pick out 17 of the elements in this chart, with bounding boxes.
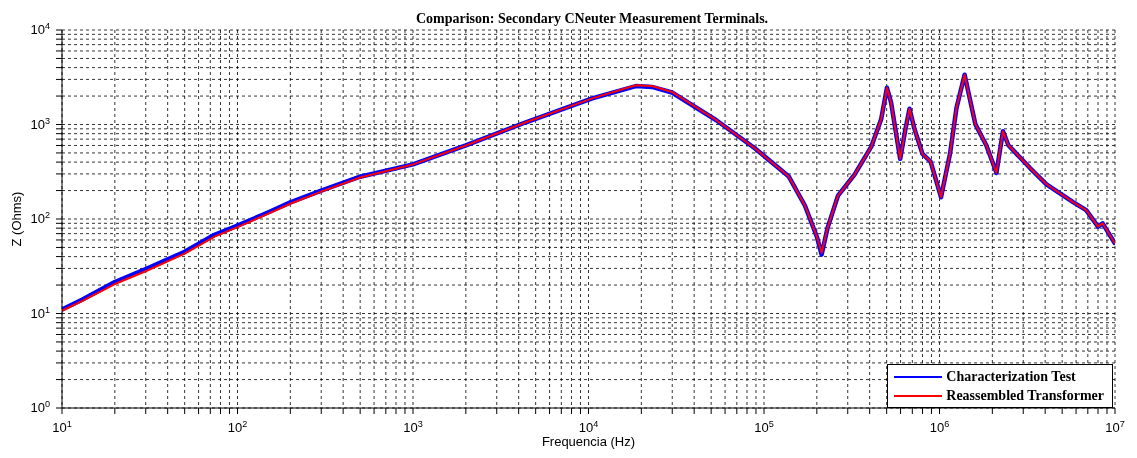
x-tick-label: 10$^{1}$ (52, 419, 72, 435)
x-tick-label: 10$^{7}$ (1105, 419, 1125, 435)
x-tick-label: 10$^{6}$ (929, 419, 950, 435)
x-tick-label: 10$^{5}$ (754, 419, 774, 435)
y-axis-title: Z (Ohms) (8, 191, 24, 247)
x-tick-label: 10$^{4}$ (578, 419, 599, 435)
y-tick-label: 10$^{2}$ (30, 210, 50, 226)
y-tick-label: 10$^{3}$ (30, 115, 50, 132)
y-tick-label: 10$^{1}$ (30, 304, 50, 321)
x-tick-label: 10$^{3}$ (403, 419, 423, 435)
y-tick-label: 10$^{4}$ (30, 21, 50, 37)
legend-label: Reassembled Transformer (946, 387, 1104, 404)
y-tick-label: 10$^{0}$ (30, 399, 50, 415)
x-axis-title: Frequencia (Hz) (541, 434, 636, 449)
legend-label: Characterization Test (946, 368, 1076, 385)
x-tick-label: 10$^{2}$ (227, 419, 248, 435)
chart-title: Comparison: Secondary CNeuter Measurement Terminals. (415, 11, 769, 26)
